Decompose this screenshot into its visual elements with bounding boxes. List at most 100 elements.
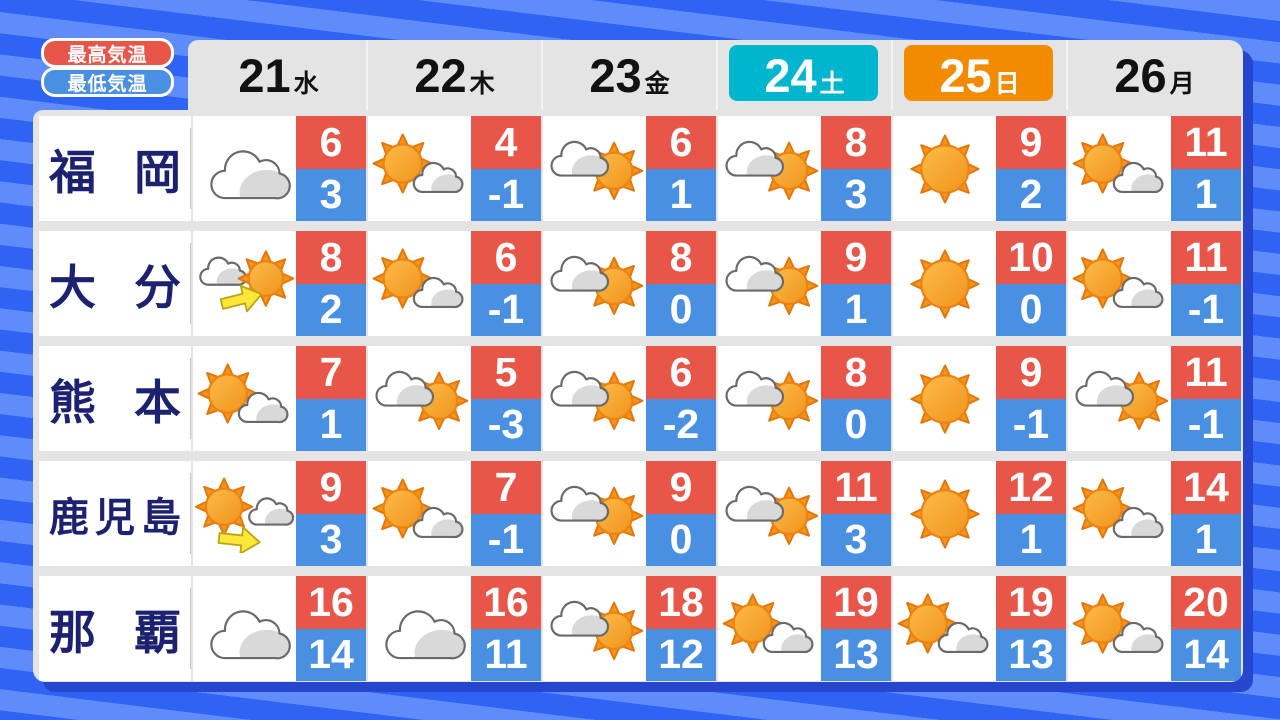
date-number: 26 [1114, 48, 1167, 102]
temperature-box: 14 1 [1171, 461, 1241, 566]
temperature-box: 7 -1 [471, 461, 541, 566]
saturday-highlight-box [729, 45, 878, 101]
high-temp-value: 8 [646, 231, 716, 284]
legend: 最高気温 最低気温 [41, 38, 174, 97]
high-temp-value: 19 [821, 576, 891, 629]
date-number: 24 [764, 48, 817, 102]
cloudy-icon [193, 116, 296, 221]
high-temp-value: 16 [296, 576, 366, 629]
forecast-cell: 6 -1 [368, 231, 541, 336]
high-temp-value: 5 [471, 346, 541, 399]
low-temp-value: -1 [1171, 398, 1241, 451]
temperature-box: 11 -1 [1171, 346, 1241, 451]
high-temp-label: 最高気温 [67, 44, 148, 66]
low-temp-value: 13 [821, 628, 891, 681]
high-temp-value: 11 [1171, 231, 1241, 284]
sun-and-cloud-glyph [1072, 592, 1163, 654]
high-temp-value: 9 [296, 461, 366, 514]
change-arrow [217, 525, 261, 553]
forecast-cell: 19 13 [893, 576, 1066, 681]
forecast-cell: 12 1 [893, 461, 1066, 566]
date-text: 26 月 [1114, 52, 1194, 99]
forecast-cell: 6 1 [543, 116, 716, 221]
date-header-21: 21 水 [191, 40, 366, 110]
city-row-1: 大分 8 2 6 -1 [39, 231, 1243, 336]
cloud-and-sun-glyph [549, 370, 643, 430]
forecast-cell: 8 2 [193, 231, 366, 336]
sun-then-cloud-glyph [194, 477, 294, 553]
temperature-box: 19 13 [821, 576, 891, 681]
cloudy-glyph [209, 609, 291, 659]
low-temp-value: 1 [996, 513, 1066, 566]
temperature-box: 10 0 [996, 231, 1066, 336]
forecast-cell: 11 1 [1068, 116, 1241, 221]
low-temp-value: 14 [1171, 628, 1241, 681]
cloud-shape [724, 140, 784, 177]
cloud-shape [549, 600, 609, 637]
weekday-label: 日 [994, 69, 1020, 98]
low-temp-value: -2 [646, 398, 716, 451]
forecast-cell: 10 0 [893, 231, 1066, 336]
high-temp-value: 11 [1171, 116, 1241, 169]
temperature-box: 8 3 [821, 116, 891, 221]
temperature-box: 9 2 [996, 116, 1066, 221]
cloud-and-sun-icon [368, 346, 471, 451]
high-temp-value: 12 [996, 461, 1066, 514]
sunny-icon [893, 116, 996, 221]
temperature-box: 9 0 [646, 461, 716, 566]
temperature-box: 12 1 [996, 461, 1066, 566]
high-temp-value: 16 [471, 576, 541, 629]
forecast-cell: 7 -1 [368, 461, 541, 566]
cloud-and-sun-icon [1068, 346, 1171, 451]
city-row-4: 那覇 16 14 16 11 [39, 576, 1243, 681]
weekday-label: 木 [469, 69, 495, 98]
forecast-cell: 8 3 [718, 116, 891, 221]
temperature-box: 7 1 [296, 346, 366, 451]
cloud-shape [762, 621, 813, 653]
sun-shape [909, 478, 980, 549]
temperature-box: 5 -3 [471, 346, 541, 451]
sun-and-cloud-icon [368, 116, 471, 221]
sun-shape [909, 133, 980, 204]
forecast-cell: 11 -1 [1068, 231, 1241, 336]
high-temp-value: 6 [646, 116, 716, 169]
sunny-glyph [909, 478, 980, 549]
low-temp-value: -1 [471, 168, 541, 221]
high-temp-value: 18 [646, 576, 716, 629]
low-temp-value: 14 [296, 628, 366, 681]
forecast-cell: 19 13 [718, 576, 891, 681]
temperature-box: 8 0 [821, 346, 891, 451]
cloud-and-sun-glyph [549, 140, 643, 200]
forecast-cell: 6 -2 [543, 346, 716, 451]
cloud-shape [1074, 370, 1134, 407]
city-name: 福岡 [39, 116, 191, 221]
forecast-cell: 7 1 [193, 346, 366, 451]
date-header-23: 23 金 [541, 40, 716, 110]
weekday-label: 水 [293, 69, 319, 98]
city-row-0: 福岡 6 3 4 -1 [39, 116, 1243, 221]
cloud-and-sun-glyph [724, 140, 818, 200]
city-name: 大分 [39, 231, 191, 336]
cloud-shape [724, 370, 784, 407]
date-text: 21 水 [238, 52, 318, 99]
forecast-cell: 18 12 [543, 576, 716, 681]
cloud-and-sun-icon [543, 576, 646, 681]
sun-and-cloud-icon [368, 461, 471, 566]
cloud-and-sun-icon [543, 116, 646, 221]
sun-and-cloud-glyph [897, 592, 988, 654]
sun-and-cloud-icon [1068, 116, 1171, 221]
date-text: 24 土 [764, 52, 844, 99]
cloud-and-sun-glyph [1074, 370, 1168, 430]
cloud-and-sun-icon [543, 346, 646, 451]
forecast-cell: 4 -1 [368, 116, 541, 221]
cloud-then-sun-glyph [198, 249, 294, 312]
cloud-and-sun-icon [543, 231, 646, 336]
forecast-cell: 9 0 [543, 461, 716, 566]
date-number: 21 [238, 48, 291, 102]
change-arrow [219, 284, 262, 312]
temperature-box: 9 3 [296, 461, 366, 566]
high-temp-value: 9 [821, 231, 891, 284]
high-temp-value: 9 [996, 116, 1066, 169]
cloud-shape [237, 391, 288, 423]
